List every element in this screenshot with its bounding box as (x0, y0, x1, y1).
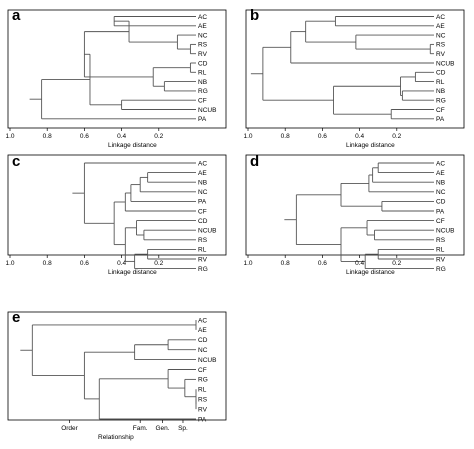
leaf-label-cf: CF (436, 107, 445, 114)
leaf-label-cf: CF (198, 208, 207, 215)
leaf-label-cd: CD (198, 60, 208, 67)
axis-tick-label: 0.6 (80, 260, 89, 267)
leaf-label-ae: AE (198, 170, 207, 177)
axis-tick-label: Gen. (155, 425, 169, 432)
leaf-label-pa: PA (436, 208, 445, 215)
axis-tick-label: 0.6 (318, 133, 327, 140)
leaf-label-rs: RS (436, 42, 446, 49)
leaf-label-pa: PA (198, 116, 207, 123)
leaf-label-ac: AC (198, 14, 207, 21)
leaf-label-rl: RL (198, 387, 207, 394)
leaf-label-ae: AE (198, 23, 207, 30)
leaf-label-rg: RG (198, 377, 208, 384)
leaf-label-rl: RL (436, 79, 445, 86)
leaf-label-ac: AC (436, 14, 445, 21)
axis-tick-label: 1.0 (243, 260, 252, 267)
leaf-label-rs: RS (198, 397, 208, 404)
axis-tick-label: 0.8 (43, 133, 52, 140)
leaf-label-rv: RV (436, 256, 446, 263)
leaf-label-cd: CD (198, 218, 208, 225)
leaf-label-rg: RG (436, 266, 446, 273)
axis-title: Linkage distance (346, 269, 395, 276)
leaf-label-nb: NB (436, 88, 445, 95)
axis-title: Linkage distance (346, 142, 395, 149)
leaf-label-pa: PA (198, 416, 207, 423)
leaf-label-cf: CF (198, 98, 207, 105)
axis-title: Linkage distance (108, 269, 157, 276)
axis-tick-label: 1.0 (243, 133, 252, 140)
leaf-label-nc: NC (198, 32, 208, 39)
leaf-label-cf: CF (198, 367, 207, 374)
leaf-label-rs: RS (198, 42, 208, 49)
axis-tick-label: 0.8 (43, 260, 52, 267)
axis-tick-label: 1.0 (5, 133, 14, 140)
axis-tick-label: Order (61, 425, 78, 432)
axis-tick-label: 0.2 (154, 260, 163, 267)
panel-label-d: d (250, 153, 259, 170)
leaf-label-ncub: NCUB (436, 228, 454, 235)
axis-tick-label: 0.4 (355, 133, 364, 140)
leaf-label-ae: AE (198, 327, 207, 334)
axis-tick-label: 0.4 (355, 260, 364, 267)
panel-label-e: e (12, 309, 20, 326)
leaf-label-pa: PA (198, 199, 207, 206)
axis-tick-label: Fam. (133, 425, 148, 432)
axis-tick-label: 0.2 (154, 133, 163, 140)
leaf-label-rv: RV (198, 256, 208, 263)
leaf-label-nc: NC (436, 189, 446, 196)
leaf-label-rg: RG (436, 98, 446, 105)
leaf-label-nc: NC (198, 189, 208, 196)
leaf-label-rl: RL (198, 70, 207, 77)
panel-frame-c (7, 154, 227, 256)
leaf-label-cd: CD (198, 337, 208, 344)
leaf-label-nb: NB (436, 180, 445, 187)
axis-tick-label: 0.6 (80, 133, 89, 140)
axis-tick-label: 0.6 (318, 260, 327, 267)
panel-frame-b (245, 9, 465, 129)
leaf-label-cd: CD (436, 70, 446, 77)
panel-label-a: a (12, 7, 21, 24)
leaf-label-ac: AC (436, 160, 445, 167)
axis-title: Relationship (98, 434, 134, 441)
axis-tick-label: Sp. (178, 425, 188, 432)
leaf-label-rg: RG (198, 266, 208, 273)
axis-tick-label: 0.4 (117, 133, 126, 140)
leaf-label-rs: RS (436, 237, 446, 244)
leaf-label-ncub: NCUB (198, 228, 216, 235)
leaf-label-ae: AE (436, 170, 445, 177)
leaf-label-ncub: NCUB (198, 107, 216, 114)
axis-tick-label: 0.2 (392, 260, 401, 267)
leaf-label-pa: PA (436, 116, 445, 123)
panel-label-c: c (12, 153, 20, 170)
axis-title: Linkage distance (108, 142, 157, 149)
axis-tick-label: 0.8 (281, 260, 290, 267)
leaf-label-rl: RL (436, 247, 445, 254)
axis-tick-label: 0.8 (281, 133, 290, 140)
leaf-label-ncub: NCUB (436, 60, 454, 67)
leaf-label-rv: RV (198, 51, 208, 58)
panel-frame-d (245, 154, 465, 256)
leaf-label-ncub: NCUB (198, 357, 216, 364)
leaf-label-rv: RV (436, 51, 446, 58)
axis-tick-label: 1.0 (5, 260, 14, 267)
axis-tick-label: 0.4 (117, 260, 126, 267)
leaf-label-ac: AC (198, 160, 207, 167)
leaf-label-rg: RG (198, 88, 208, 95)
leaf-label-cd: CD (436, 199, 446, 206)
leaf-label-nc: NC (198, 347, 208, 354)
leaf-label-rs: RS (198, 237, 208, 244)
leaf-label-nb: NB (198, 79, 207, 86)
panel-frame-e (7, 311, 227, 421)
leaf-label-rl: RL (198, 247, 207, 254)
leaf-label-nc: NC (436, 32, 446, 39)
leaf-label-ac: AC (198, 317, 207, 324)
leaf-label-rv: RV (198, 406, 208, 413)
panel-frame-a (7, 9, 227, 129)
leaf-label-ae: AE (436, 23, 445, 30)
leaf-label-cf: CF (436, 218, 445, 225)
axis-tick-label: 0.2 (392, 133, 401, 140)
panel-label-b: b (250, 7, 259, 24)
leaf-label-nb: NB (198, 180, 207, 187)
